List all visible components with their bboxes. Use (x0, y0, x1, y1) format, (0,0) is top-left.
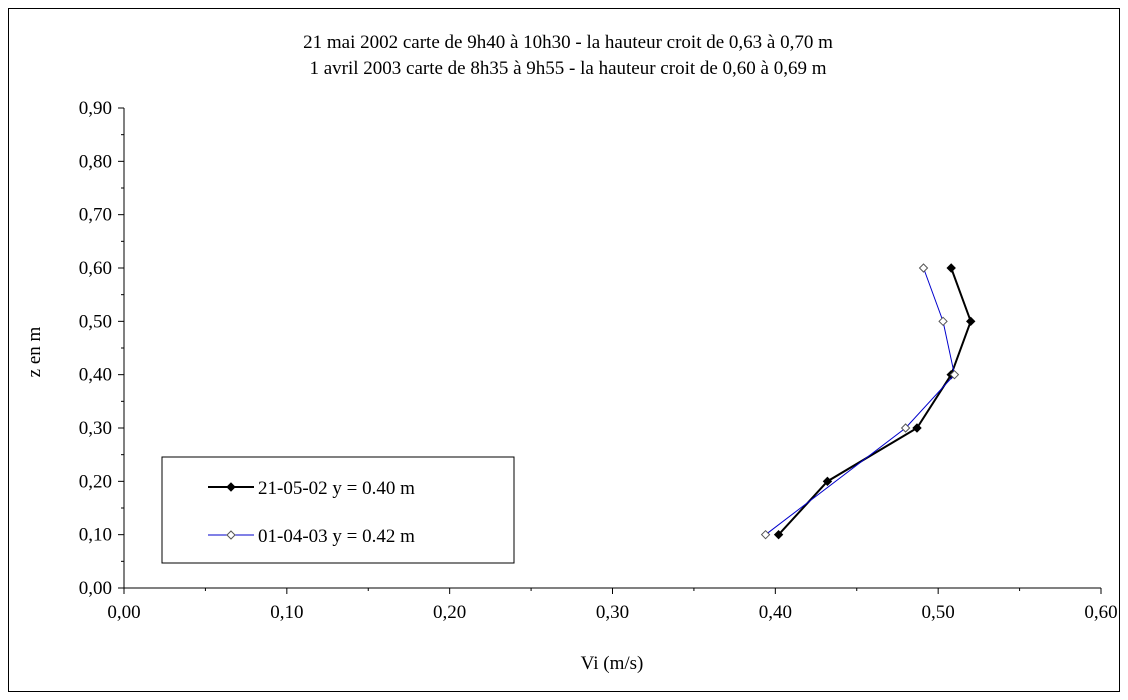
y-tick-label: 0,10 (79, 525, 112, 546)
series-1-point (773, 529, 784, 540)
x-tick-label: 0,00 (107, 602, 140, 623)
y-tick-label: 0,80 (79, 151, 112, 172)
series-2-point (938, 316, 948, 327)
x-axis-label: Vi (m/s) (581, 653, 644, 674)
y-tick-label: 0,60 (79, 258, 112, 279)
plot-area: 0,00 0,10 0,20 0,30 0,40 0,50 0,60 0,70 0,80 0,90… (79, 98, 1118, 623)
x-tick-label: 0,40 (759, 602, 792, 623)
y-axis-label: z en m (24, 326, 45, 377)
legend-box (161, 456, 515, 564)
x-tick-label: 0,60 (1084, 602, 1117, 623)
x-tick-label: 0,30 (596, 602, 629, 623)
series-2-point (760, 529, 771, 540)
y-tick-label: 0,50 (79, 311, 112, 332)
chart-title-line-2: 1 avril 2003 carte de 8h35 à 9h55 - la h… (309, 58, 826, 79)
legend: 21-05-02 y = 0.40 m 01-04-03 y = 0.42 m (161, 456, 515, 564)
legend-label-series-1: 21-05-02 y = 0.40 m (258, 478, 415, 499)
legend-label-series-2: 01-04-03 y = 0.42 m (258, 526, 415, 547)
x-tick-label: 0,10 (270, 602, 303, 623)
series-1-point (912, 423, 922, 433)
series-2-point (918, 263, 929, 273)
legend-marker-series-1 (226, 482, 236, 492)
series-1-point (966, 316, 976, 327)
x-tick-label: 0,50 (922, 602, 955, 623)
series-1-point (946, 263, 956, 273)
x-tick-label: 0,20 (433, 602, 466, 623)
series-1-line (777, 267, 972, 536)
y-tick-label: 0,20 (79, 471, 112, 492)
y-tick-label: 0,70 (79, 205, 112, 226)
chart-frame (8, 8, 1120, 692)
series-1-point (822, 476, 833, 487)
y-tick-label: 0,00 (79, 578, 112, 599)
series-2-line (765, 267, 955, 536)
y-tick-label: 0,90 (79, 98, 112, 119)
series-2-point (900, 423, 911, 433)
series-2-point (949, 369, 960, 380)
legend-marker-series-2 (226, 530, 236, 540)
y-tick-label: 0,40 (79, 365, 112, 386)
y-tick-label: 0,30 (79, 418, 112, 439)
chart-title-line-1: 21 mai 2002 carte de 9h40 à 10h30 - la h… (303, 32, 833, 53)
